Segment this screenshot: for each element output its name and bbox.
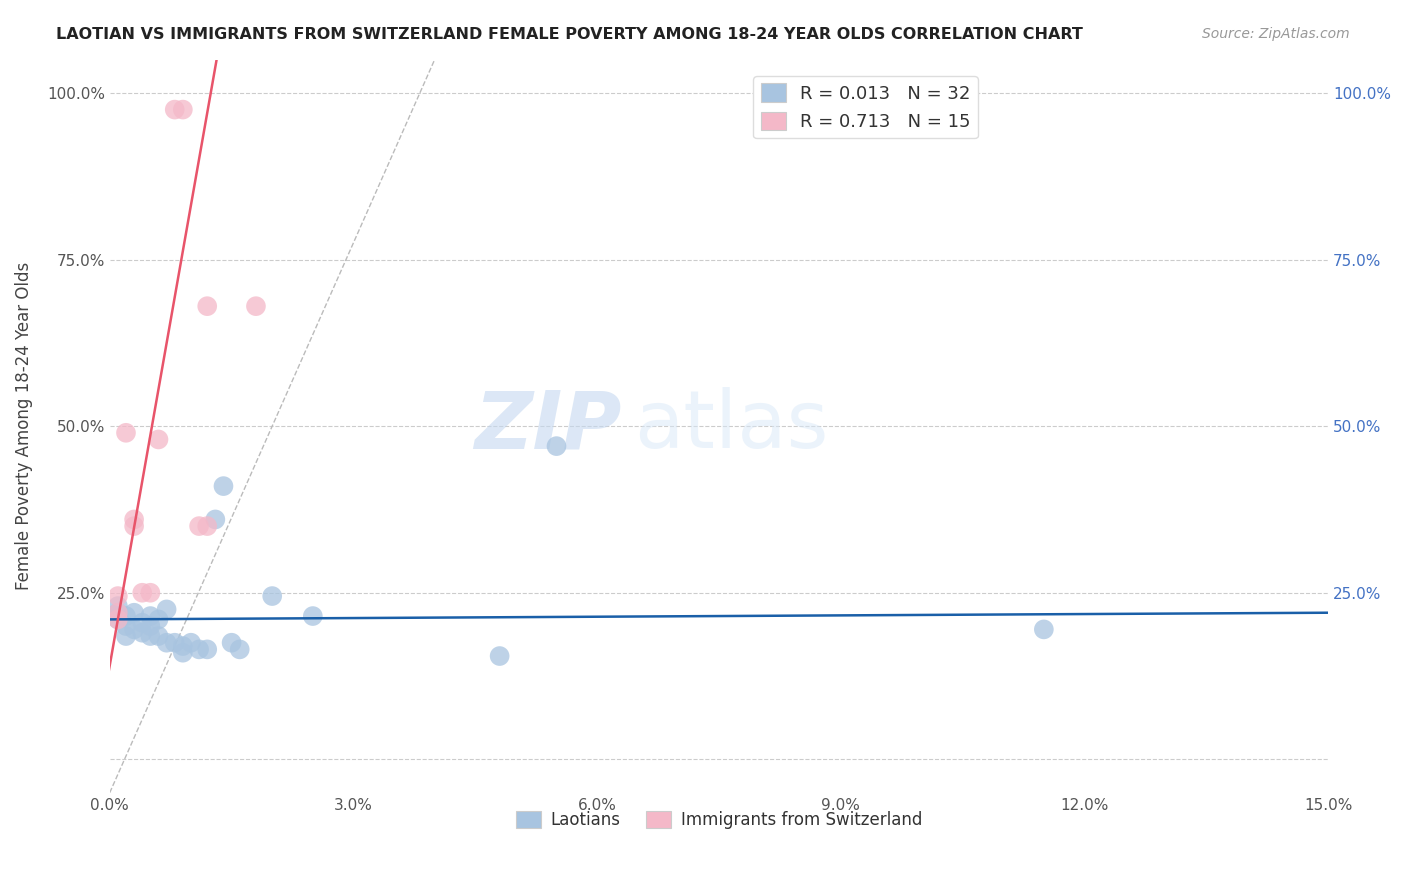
Point [115,619,138,633]
Point [139,619,162,633]
Point [204,512,226,526]
Point [107,606,129,620]
Point [115,425,138,440]
Point [228,642,250,657]
Point [488,648,510,663]
Point [107,612,129,626]
Point [155,636,177,650]
Point [155,602,177,616]
Point [107,606,129,620]
Point [107,612,129,626]
Point [180,636,202,650]
Point [1032,623,1054,637]
Point [188,519,211,533]
Point [163,636,186,650]
Point [131,625,153,640]
Point [131,615,153,630]
Point [221,636,243,650]
Point [212,479,235,493]
Point [172,639,194,653]
Point [131,585,153,599]
Legend: Laotians, Immigrants from Switzerland: Laotians, Immigrants from Switzerland [509,804,929,836]
Point [115,609,138,624]
Point [139,629,162,643]
Point [195,299,218,313]
Point [148,612,170,626]
Point [188,642,211,657]
Point [122,606,145,620]
Point [148,629,170,643]
Point [301,609,323,624]
Point [262,589,284,603]
Point [195,519,218,533]
Text: atlas: atlas [634,387,828,465]
Point [163,103,186,117]
Point [122,512,145,526]
Point [172,103,194,117]
Point [172,646,194,660]
Point [245,299,267,313]
Point [107,599,129,613]
Point [139,585,162,599]
Point [122,623,145,637]
Point [195,642,218,657]
Point [148,433,170,447]
Text: LAOTIAN VS IMMIGRANTS FROM SWITZERLAND FEMALE POVERTY AMONG 18-24 YEAR OLDS CORR: LAOTIAN VS IMMIGRANTS FROM SWITZERLAND F… [56,27,1083,42]
Point [122,519,145,533]
Text: ZIP: ZIP [474,387,621,465]
Y-axis label: Female Poverty Among 18-24 Year Olds: Female Poverty Among 18-24 Year Olds [15,262,32,591]
Point [107,589,129,603]
Text: Source: ZipAtlas.com: Source: ZipAtlas.com [1202,27,1350,41]
Point [139,609,162,624]
Point [546,439,568,453]
Point [115,629,138,643]
